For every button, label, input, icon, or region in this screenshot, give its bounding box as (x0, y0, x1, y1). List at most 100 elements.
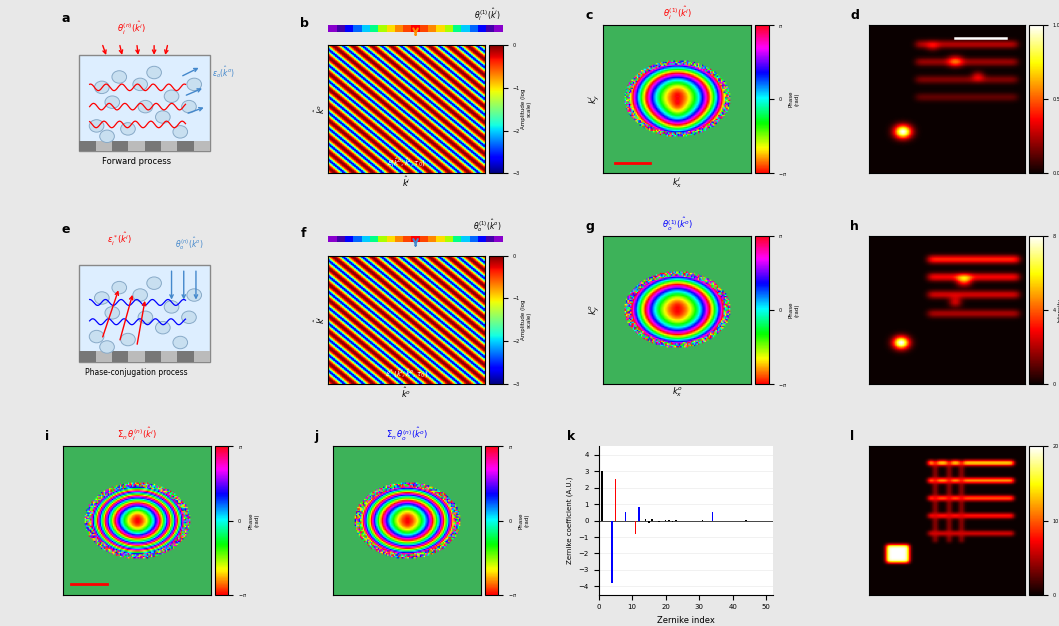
Bar (495, 236, 503, 242)
Bar (145, 351, 161, 362)
Y-axis label: Phase
(rad): Phase (rad) (789, 91, 800, 108)
Bar (462, 25, 469, 31)
Bar (387, 25, 395, 31)
Bar (445, 236, 453, 242)
Bar (453, 25, 462, 31)
Bar (345, 236, 354, 242)
Text: c: c (586, 9, 592, 22)
Text: $\mathcal{E}^*(\hat{k}^i;\hat{k}^o,\tau_0)$: $\mathcal{E}^*(\hat{k}^i;\hat{k}^o,\tau_… (384, 367, 428, 380)
Bar (625, 512, 626, 521)
Circle shape (186, 289, 201, 301)
Bar (395, 236, 403, 242)
Bar (412, 25, 419, 31)
Bar (671, 521, 674, 522)
Bar (602, 471, 603, 521)
Text: $\varepsilon_i^*(\hat{k}^i)$: $\varepsilon_i^*(\hat{k}^i)$ (107, 230, 131, 248)
Bar (145, 141, 161, 151)
Y-axis label: Amplitude (log
scale): Amplitude (log scale) (521, 89, 532, 130)
Text: Phase-conjugation process: Phase-conjugation process (86, 368, 189, 377)
Bar (79, 265, 210, 362)
Bar (611, 521, 613, 583)
Bar (675, 520, 677, 521)
Bar (395, 25, 403, 31)
Bar (361, 236, 370, 242)
Circle shape (156, 111, 170, 123)
Bar (328, 25, 337, 31)
Bar (79, 141, 95, 151)
Bar (79, 54, 210, 151)
Text: $\mathcal{E}(\hat{k}^o;\hat{k}^i,\tau_0)$: $\mathcal{E}(\hat{k}^o;\hat{k}^i,\tau_0)… (388, 157, 426, 169)
Bar (378, 236, 387, 242)
Bar (436, 25, 445, 31)
Text: $\varepsilon_o(\hat{k}^o)$: $\varepsilon_o(\hat{k}^o)$ (212, 64, 235, 81)
Circle shape (94, 292, 109, 304)
Bar (403, 236, 412, 242)
Text: $\theta_o^{(n)}(\hat{k}^o)$: $\theta_o^{(n)}(\hat{k}^o)$ (175, 235, 203, 252)
Bar (337, 236, 345, 242)
Circle shape (105, 307, 120, 319)
Bar (668, 520, 670, 521)
Circle shape (164, 300, 179, 313)
X-axis label: $k_x^o$: $k_x^o$ (671, 386, 683, 399)
Circle shape (186, 78, 201, 91)
Bar (712, 512, 714, 521)
Text: $\theta_i^{(1)}(\hat{k}^i)$: $\theta_i^{(1)}(\hat{k}^i)$ (474, 6, 501, 23)
Bar (79, 351, 95, 362)
Bar (645, 519, 646, 521)
Bar (638, 507, 640, 521)
Bar (178, 351, 194, 362)
X-axis label: $\hat{k}^o$: $\hat{k}^o$ (401, 386, 412, 400)
Bar (354, 25, 361, 31)
Bar (95, 351, 112, 362)
Text: i: i (44, 431, 49, 443)
Y-axis label: $k_y^o$: $k_y^o$ (588, 304, 602, 316)
Bar (665, 520, 666, 521)
Bar (128, 141, 145, 151)
Text: e: e (61, 223, 70, 236)
Circle shape (138, 311, 152, 324)
Y-axis label: Zernike coefficient (A.U.): Zernike coefficient (A.U.) (567, 477, 573, 564)
Bar (445, 25, 453, 31)
Circle shape (121, 123, 136, 135)
Bar (345, 25, 354, 31)
Bar (486, 25, 495, 31)
Bar (469, 25, 478, 31)
Bar (419, 236, 428, 242)
Circle shape (112, 282, 127, 294)
Y-axis label: Phase
(rad): Phase (rad) (249, 512, 259, 529)
Bar (354, 236, 361, 242)
Bar (453, 236, 462, 242)
Bar (746, 520, 747, 521)
Circle shape (89, 120, 104, 132)
Bar (478, 236, 486, 242)
Text: $\Sigma_n\,\theta_i^{(n)}(\hat{k}^i)$: $\Sigma_n\,\theta_i^{(n)}(\hat{k}^i)$ (116, 426, 157, 443)
Circle shape (182, 100, 196, 113)
Circle shape (147, 277, 161, 289)
Circle shape (132, 78, 147, 91)
Y-axis label: $\hat{k}^o$: $\hat{k}^o$ (312, 104, 327, 115)
Circle shape (100, 130, 114, 143)
Text: $\theta_i^{(n)}(\hat{k}^i)$: $\theta_i^{(n)}(\hat{k}^i)$ (116, 20, 146, 37)
Bar (412, 236, 419, 242)
Circle shape (164, 90, 179, 103)
Bar (702, 520, 703, 521)
Circle shape (132, 289, 147, 301)
Bar (161, 351, 178, 362)
Y-axis label: $\hat{k}^i$: $\hat{k}^i$ (312, 316, 327, 324)
Bar (478, 25, 486, 31)
Y-axis label: Intensity
(A.U.): Intensity (A.U.) (1057, 298, 1059, 322)
Circle shape (138, 100, 152, 113)
Bar (428, 236, 436, 242)
Circle shape (182, 311, 196, 324)
Bar (436, 236, 445, 242)
Text: h: h (850, 220, 859, 233)
Bar (370, 236, 378, 242)
Y-axis label: Phase
(rad): Phase (rad) (519, 512, 530, 529)
Bar (161, 141, 178, 151)
X-axis label: $\hat{k}^i$: $\hat{k}^i$ (402, 175, 411, 189)
Bar (178, 141, 194, 151)
Y-axis label: $k_y^i$: $k_y^i$ (586, 94, 602, 105)
Circle shape (89, 331, 104, 343)
X-axis label: Zernike index: Zernike index (657, 616, 715, 625)
Bar (648, 521, 650, 523)
